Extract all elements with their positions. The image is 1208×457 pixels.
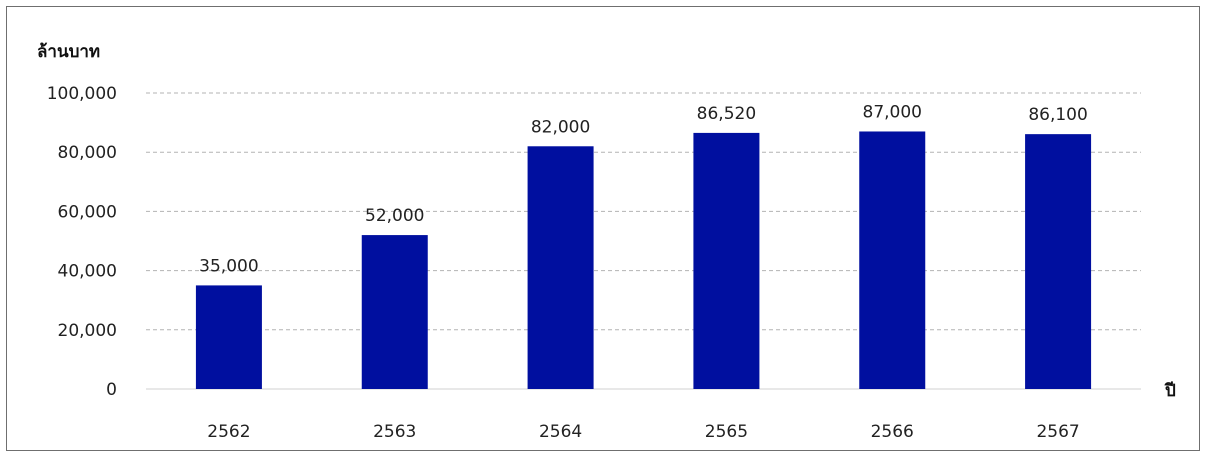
x-tick-label: 2565 xyxy=(705,422,748,442)
x-tick-label: 2564 xyxy=(539,422,582,442)
data-label: 82,000 xyxy=(531,117,590,137)
y-tick-label: 20,000 xyxy=(58,321,117,341)
y-tick-label: 60,000 xyxy=(58,202,117,222)
y-tick-label: 40,000 xyxy=(58,262,117,282)
data-label: 86,100 xyxy=(1028,105,1087,125)
bar-chart: ล้านบาท ปี 0 20,000 40,000 60,000 80,000 100,… xyxy=(37,42,1176,442)
y-tick-label: 0 xyxy=(106,380,117,400)
x-axis-title: ปี xyxy=(1164,380,1176,401)
data-label: 86,520 xyxy=(697,104,756,124)
data-label: 87,000 xyxy=(863,102,922,122)
y-tick-label: 80,000 xyxy=(58,143,117,163)
bar-2563 xyxy=(361,235,428,389)
y-axis-title: ล้านบาท xyxy=(37,42,100,62)
y-tick-label: 100,000 xyxy=(47,84,117,104)
bar-2564 xyxy=(527,146,594,389)
gridlines xyxy=(146,92,1141,390)
bars xyxy=(195,131,1092,389)
bar-2565 xyxy=(693,132,760,389)
x-tick-label: 2562 xyxy=(207,422,250,442)
data-labels: 35,000 52,000 82,000 86,520 87,000 86,100 xyxy=(199,102,1088,276)
bar-2567 xyxy=(1025,134,1092,389)
bar-2562 xyxy=(195,285,262,389)
chart-frame: ล้านบาท ปี 0 20,000 40,000 60,000 80,000 100,… xyxy=(6,6,1200,451)
bar-2566 xyxy=(859,131,926,389)
x-axis-ticks: 2562 2563 2564 2565 2566 2567 xyxy=(207,422,1079,442)
x-tick-label: 2563 xyxy=(373,422,416,442)
x-tick-label: 2566 xyxy=(871,422,914,442)
data-label: 35,000 xyxy=(199,256,258,276)
data-label: 52,000 xyxy=(365,206,424,226)
x-tick-label: 2567 xyxy=(1036,422,1079,442)
y-axis-ticks: 0 20,000 40,000 60,000 80,000 100,000 xyxy=(47,84,117,400)
